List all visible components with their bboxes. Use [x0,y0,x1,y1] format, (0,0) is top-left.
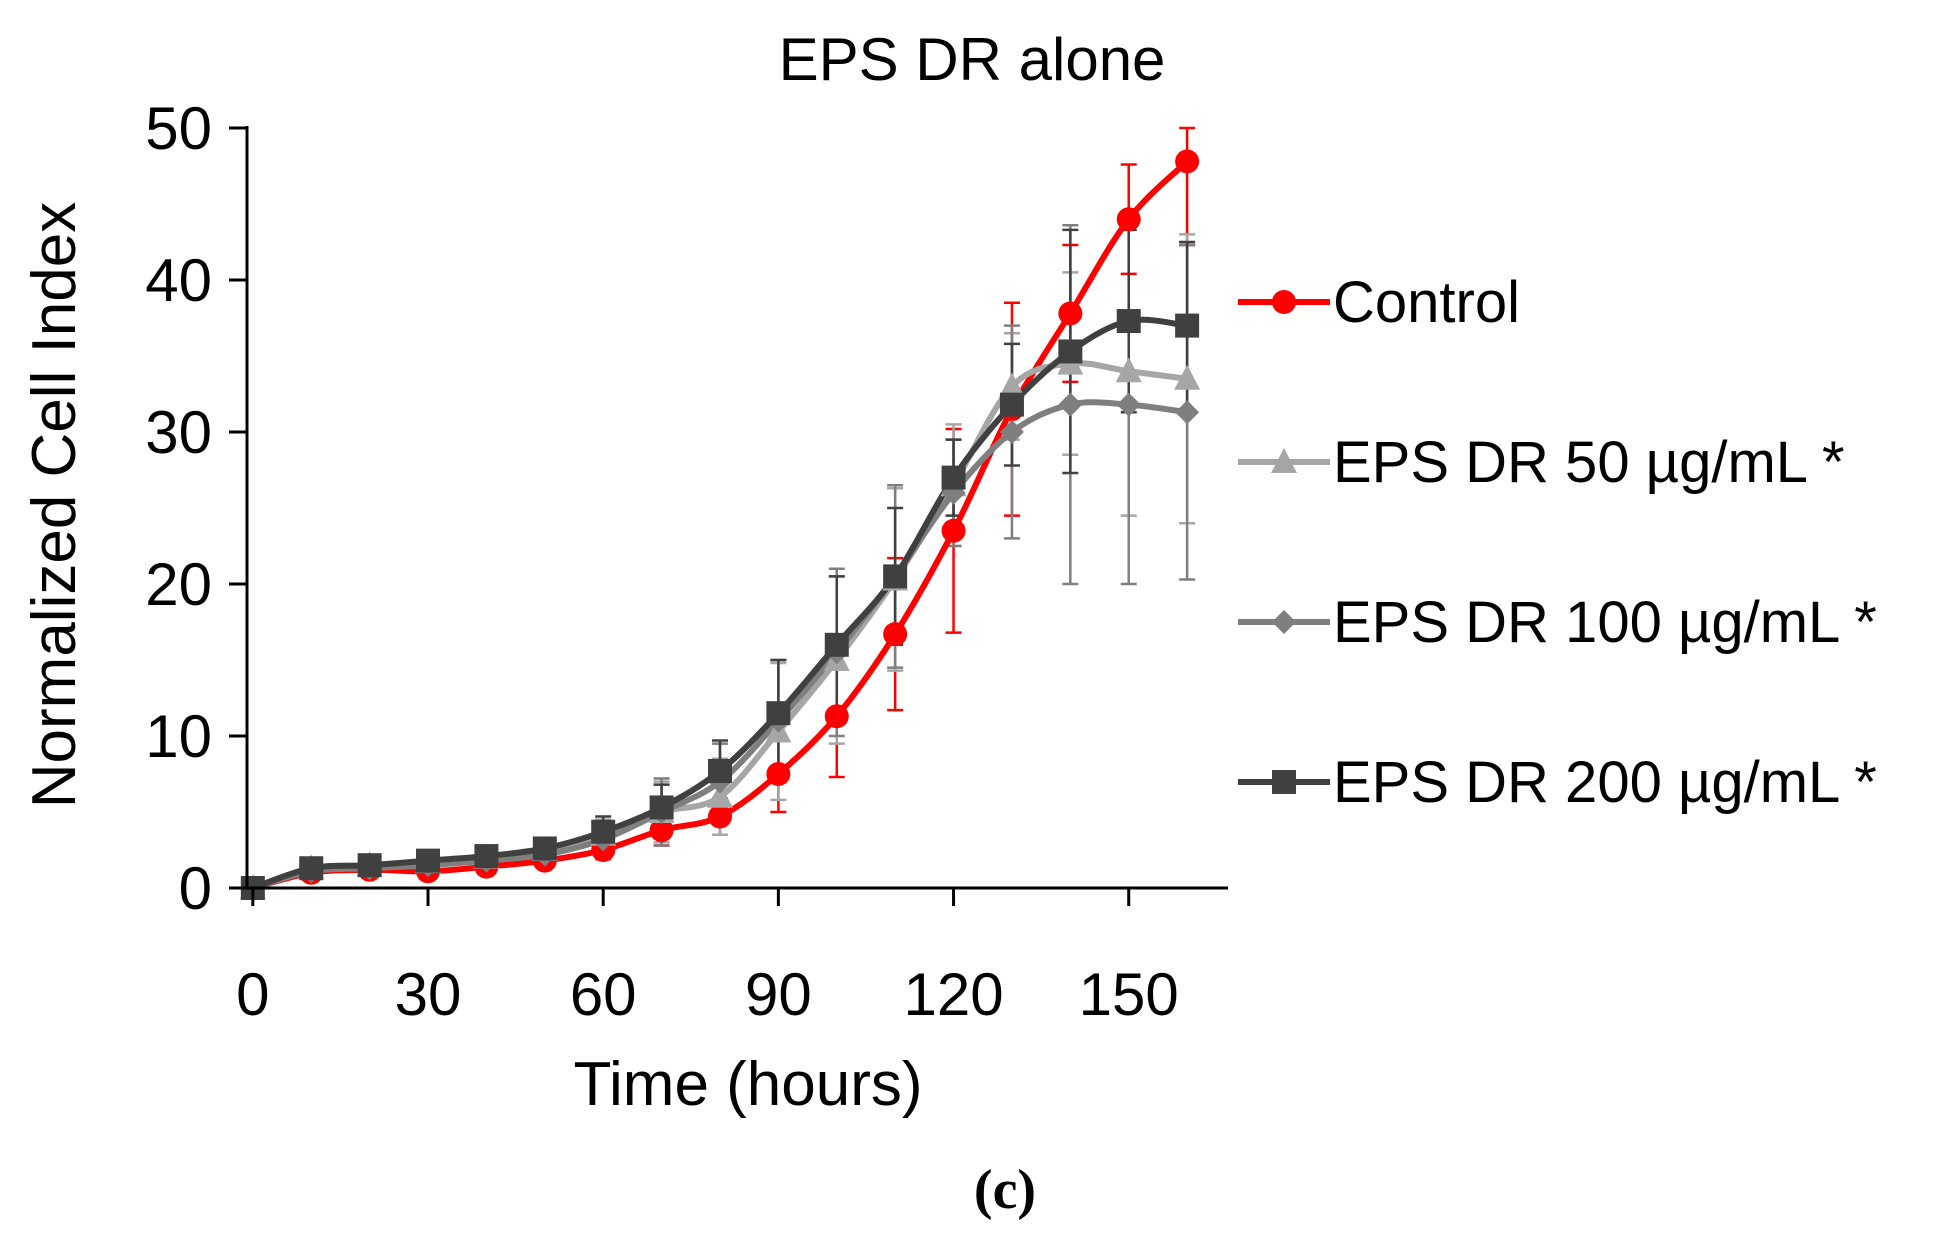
legend: Control EPS DR 50 µg/mL * EPS DR 100 µg/mL… [1238,270,1877,815]
legend-label-3: EPS DR 200 µg/mL * [1333,750,1877,815]
legend-label-1: EPS DR 50 µg/mL * [1333,430,1845,495]
y-tick-label: 0 [179,855,212,922]
data-point-series-0 [941,518,966,543]
data-point-series-3 [416,848,441,873]
data-point-series-0 [1058,301,1083,326]
x-tick-label: 0 [236,961,269,1028]
legend-label-0: Control [1333,270,1520,335]
data-point-series-3 [591,819,616,844]
x-tick-label: 30 [395,961,462,1028]
data-point-series-3 [299,856,324,881]
data-point-series-0 [824,704,849,729]
data-point-series-3 [532,836,557,861]
y-axis-label: Normalized Cell Index [20,202,89,808]
x-axis-label: Time (hours) [573,1050,922,1119]
legend-marker-1 [1271,448,1297,473]
data-point-series-1 [998,372,1025,398]
data-point-series-1 [706,782,733,808]
data-point-series-2 [1116,392,1141,417]
data-point-series-3 [941,465,966,490]
panel-label: (c) [974,1159,1036,1221]
y-tick-label: 50 [145,95,212,162]
y-tick-label: 40 [145,247,212,314]
legend-marker-2 [1272,610,1296,634]
legend-label-2: EPS DR 100 µg/mL * [1333,590,1877,655]
data-point-series-0 [883,622,908,647]
x-tick-label: 150 [1079,961,1179,1028]
data-point-series-0 [707,804,732,829]
x-tick-label: 90 [745,961,812,1028]
data-point-series-3 [357,853,382,878]
x-tick-label: 60 [570,961,637,1028]
data-point-series-3 [1058,339,1083,364]
data-point-series-1 [1115,357,1142,383]
data-point-series-3 [824,632,849,657]
data-point-series-3 [707,758,732,783]
data-point-series-0 [1175,149,1200,174]
y-tick-label: 10 [145,703,212,770]
data-point-series-3 [1116,309,1141,334]
y-tick-label: 30 [145,399,212,466]
data-point-series-3 [649,795,674,820]
series-markers [239,149,1201,900]
data-point-series-1 [1174,364,1201,390]
data-point-series-0 [649,818,674,843]
data-point-series-3 [883,564,908,589]
data-point-series-2 [999,420,1024,444]
axes: 0 10 20 30 40 50 0 30 60 90 120 150 [145,95,1228,1028]
y-tick-label: 20 [145,551,212,618]
legend-marker-3 [1272,770,1296,794]
data-point-series-3 [1175,313,1200,338]
data-point-series-0 [1116,207,1141,232]
data-point-series-2 [1175,400,1200,425]
data-point-series-2 [1058,392,1083,417]
data-point-series-3 [474,844,499,869]
data-point-series-3 [999,392,1024,417]
chart-title: EPS DR alone [779,26,1166,93]
x-tick-label: 120 [903,961,1003,1028]
legend-marker-0 [1272,290,1296,314]
data-point-series-0 [766,762,791,786]
data-point-series-3 [766,701,791,726]
